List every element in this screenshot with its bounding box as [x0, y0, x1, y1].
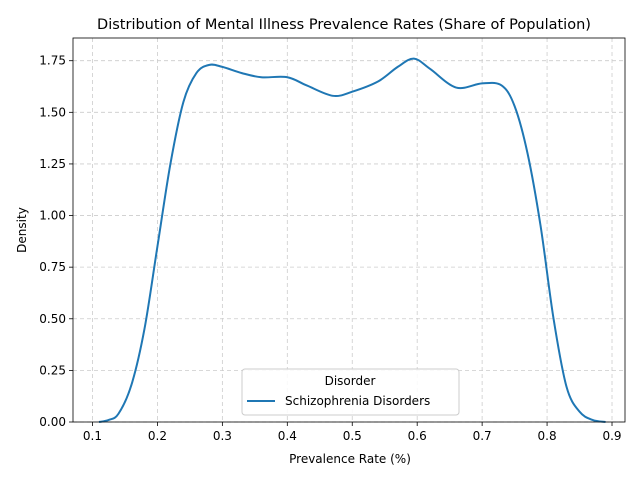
- series-line-schizophrenia: [98, 57, 606, 423]
- x-tick-label: 0.3: [213, 429, 232, 443]
- y-tick-label: 0.75: [39, 260, 66, 274]
- x-tick-label: 0.1: [83, 429, 102, 443]
- legend-title: Disorder: [325, 374, 376, 388]
- x-tick-label: 0.7: [473, 429, 492, 443]
- x-tick-label: 0.8: [538, 429, 557, 443]
- chart-title: Distribution of Mental Illness Prevalenc…: [97, 17, 591, 33]
- x-axis: 0.1 0.2 0.3 0.4 0.5 0.6 0.7 0.8 0.9: [83, 422, 622, 443]
- legend: Disorder Schizophrenia Disorders: [241, 368, 460, 416]
- y-tick-label: 1.75: [39, 54, 66, 68]
- x-tick-label: 0.4: [278, 429, 297, 443]
- x-tick-label: 0.6: [408, 429, 427, 443]
- y-tick-label: 1.00: [39, 209, 66, 223]
- y-tick-label: 0.50: [39, 312, 66, 326]
- legend-entry-label: Schizophrenia Disorders: [285, 394, 430, 408]
- x-tick-label: 0.5: [343, 429, 362, 443]
- y-axis: 0.00 0.25 0.50 0.75 1.00 1.25 1.50 1.75: [39, 54, 73, 429]
- x-tick-label: 0.2: [148, 429, 167, 443]
- x-axis-label: Prevalence Rate (%): [289, 452, 411, 466]
- x-tick-label: 0.9: [602, 429, 621, 443]
- y-tick-label: 0.00: [39, 415, 66, 429]
- y-tick-label: 1.50: [39, 105, 66, 119]
- plot-frame: [72, 37, 626, 423]
- y-axis-label: Density: [15, 207, 29, 253]
- legend-box: [241, 368, 460, 416]
- y-tick-label: 0.25: [39, 363, 66, 377]
- y-tick-label: 1.25: [39, 157, 66, 171]
